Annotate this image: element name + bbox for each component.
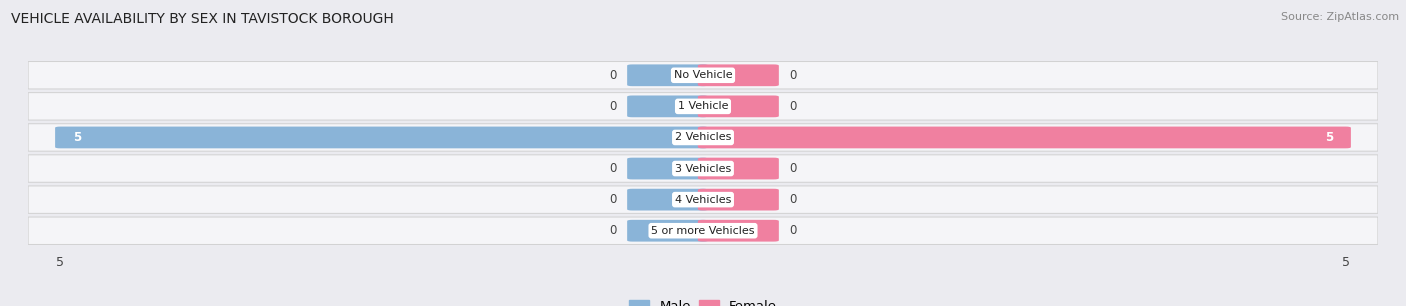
Text: Source: ZipAtlas.com: Source: ZipAtlas.com (1281, 12, 1399, 22)
Text: 0: 0 (789, 69, 797, 82)
Text: 1 Vehicle: 1 Vehicle (678, 101, 728, 111)
Text: 0: 0 (609, 193, 617, 206)
FancyBboxPatch shape (627, 95, 709, 117)
FancyBboxPatch shape (697, 95, 779, 117)
Text: 0: 0 (609, 100, 617, 113)
Text: 0: 0 (789, 100, 797, 113)
FancyBboxPatch shape (627, 158, 709, 179)
FancyBboxPatch shape (28, 62, 1378, 89)
FancyBboxPatch shape (627, 220, 709, 242)
FancyBboxPatch shape (28, 217, 1378, 244)
FancyBboxPatch shape (697, 127, 1351, 148)
Text: 0: 0 (609, 162, 617, 175)
Text: 0: 0 (789, 162, 797, 175)
Text: 3 Vehicles: 3 Vehicles (675, 163, 731, 174)
Text: 0: 0 (609, 224, 617, 237)
FancyBboxPatch shape (28, 124, 1378, 151)
Text: 4 Vehicles: 4 Vehicles (675, 195, 731, 205)
FancyBboxPatch shape (55, 127, 709, 148)
Text: 0: 0 (789, 193, 797, 206)
FancyBboxPatch shape (627, 64, 709, 86)
FancyBboxPatch shape (28, 93, 1378, 120)
FancyBboxPatch shape (697, 220, 779, 242)
FancyBboxPatch shape (697, 158, 779, 179)
FancyBboxPatch shape (28, 155, 1378, 182)
Text: 5: 5 (1324, 131, 1333, 144)
Text: 5: 5 (73, 131, 82, 144)
Text: 0: 0 (789, 224, 797, 237)
Text: No Vehicle: No Vehicle (673, 70, 733, 80)
Text: VEHICLE AVAILABILITY BY SEX IN TAVISTOCK BOROUGH: VEHICLE AVAILABILITY BY SEX IN TAVISTOCK… (11, 12, 394, 26)
FancyBboxPatch shape (28, 186, 1378, 213)
Text: 0: 0 (609, 69, 617, 82)
FancyBboxPatch shape (697, 189, 779, 211)
Text: 2 Vehicles: 2 Vehicles (675, 132, 731, 143)
FancyBboxPatch shape (627, 189, 709, 211)
Legend: Male, Female: Male, Female (624, 295, 782, 306)
FancyBboxPatch shape (697, 64, 779, 86)
Text: 5 or more Vehicles: 5 or more Vehicles (651, 226, 755, 236)
